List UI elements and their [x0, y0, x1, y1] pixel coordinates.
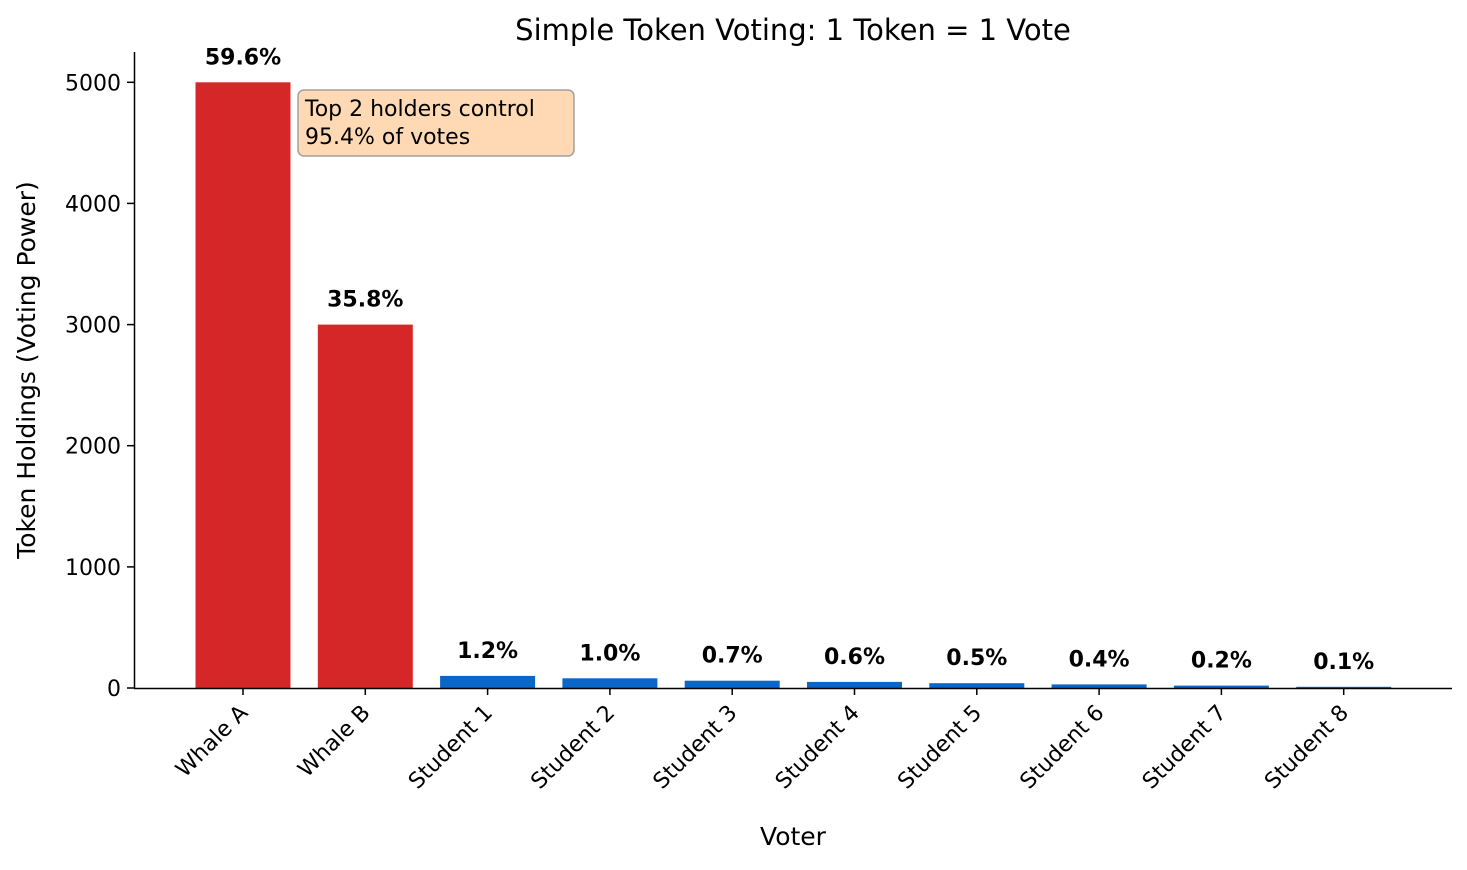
bar-value-label: 0.4% — [1069, 647, 1130, 672]
bar-value-label: 1.2% — [457, 639, 518, 664]
bar-value-label: 1.0% — [579, 641, 640, 666]
bar-value-label: 0.1% — [1313, 650, 1374, 675]
bar-labels-layer: 59.6% 35.8% 1.2% 1.0% 0.7% 0.6% 0.5% 0.4% 0.2% 0.… — [205, 45, 1374, 675]
bar-value-label: 0.2% — [1191, 649, 1252, 674]
x-tick-label: Student 7 — [1138, 701, 1232, 795]
annotation-line-2: 95.4% of votes — [305, 125, 470, 150]
bar-student-6 — [1051, 684, 1147, 688]
bar-whale-a — [195, 82, 291, 689]
bar-student-5 — [929, 683, 1025, 688]
chart-title: Simple Token Voting: 1 Token = 1 Vote — [515, 13, 1071, 47]
x-tick-label: Student 8 — [1260, 701, 1354, 795]
y-tick-label: 3000 — [65, 314, 121, 339]
x-tick-label: Student 6 — [1016, 701, 1110, 795]
bar-value-label: 0.6% — [824, 645, 885, 670]
x-tick-label: Student 5 — [893, 701, 987, 795]
bar-value-label: 0.5% — [946, 646, 1007, 671]
bars-layer — [195, 82, 1392, 689]
x-axis-title: Voter — [760, 822, 827, 851]
x-ticks-layer: Whale A Whale B Student 1 Student 2 Student … — [171, 688, 1354, 794]
x-tick-label: Student 3 — [649, 701, 743, 795]
y-ticks-layer: 0 1000 2000 3000 4000 5000 — [65, 71, 134, 702]
bar-student-4 — [807, 681, 902, 688]
x-tick-label: Student 1 — [404, 701, 498, 795]
x-tick-label: Student 4 — [771, 701, 865, 795]
bar-value-label: 0.7% — [702, 644, 763, 669]
bar-value-label: 59.6% — [205, 45, 281, 70]
y-tick-label: 1000 — [65, 556, 121, 581]
annotation-line-1: Top 2 holders control — [304, 97, 535, 122]
y-tick-label: 4000 — [65, 192, 121, 217]
x-tick-label: Student 2 — [526, 701, 620, 795]
bar-student-3 — [684, 680, 780, 688]
bar-student-7 — [1173, 685, 1269, 688]
bar-student-2 — [562, 678, 658, 688]
y-tick-label: 2000 — [65, 435, 121, 460]
bar-student-1 — [440, 675, 536, 688]
y-tick-label: 0 — [107, 677, 121, 702]
x-tick-label: Whale B — [294, 701, 376, 783]
bar-student-8 — [1296, 686, 1392, 688]
y-axis-title: Token Holdings (Voting Power) — [12, 181, 41, 560]
y-tick-label: 5000 — [65, 71, 121, 96]
annotation-background — [297, 89, 575, 157]
annotation-box: Top 2 holders control 95.4% of votes — [297, 89, 575, 157]
bar-whale-b — [317, 324, 413, 688]
bar-value-label: 35.8% — [327, 288, 403, 313]
x-tick-label: Whale A — [171, 701, 253, 783]
